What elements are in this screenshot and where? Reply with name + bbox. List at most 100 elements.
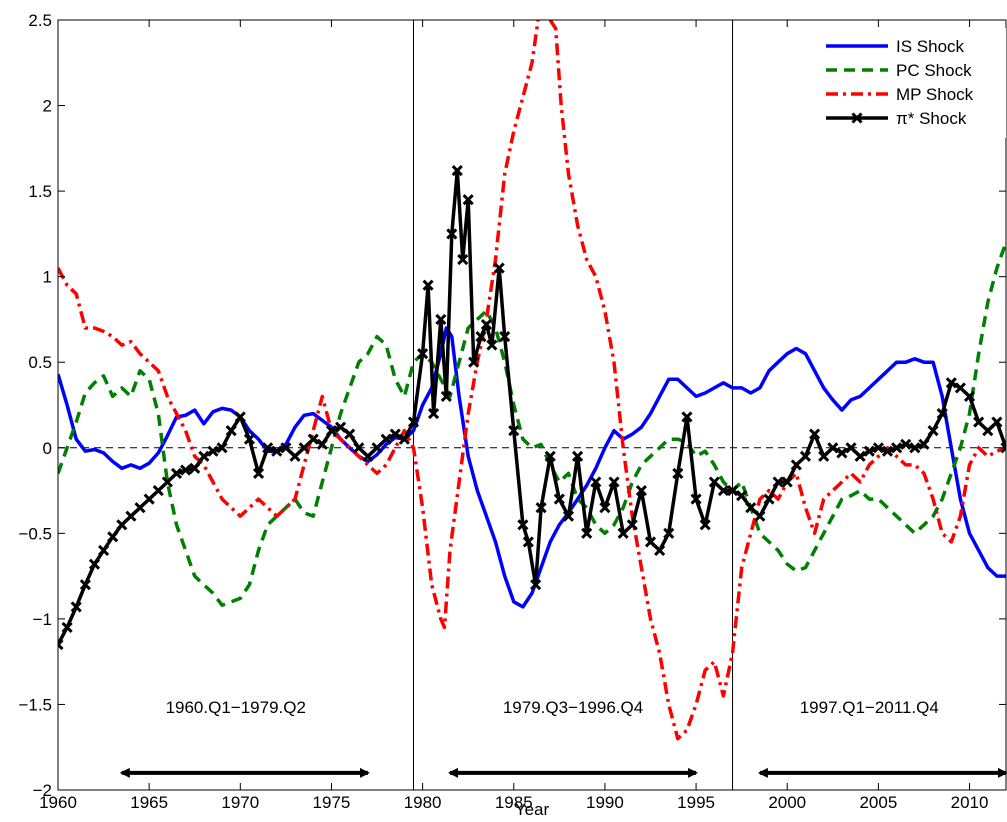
data-point-marker <box>522 536 534 548</box>
data-point-marker <box>699 519 711 531</box>
data-point-marker <box>763 493 775 505</box>
legend-label: π* Shock <box>896 109 967 128</box>
x-tick-label: 1965 <box>130 793 168 812</box>
period-label: 1979.Q3−1996.Q4 <box>503 698 643 717</box>
period-label: 1997.Q1−2011.Q4 <box>800 698 939 717</box>
y-tick-label: 2 <box>43 97 52 116</box>
data-point-marker <box>407 416 420 428</box>
data-point-marker <box>234 411 246 423</box>
data-point-marker <box>635 484 647 497</box>
data-point-marker <box>353 442 365 454</box>
data-point-marker <box>316 438 328 450</box>
data-point-marker <box>161 476 173 488</box>
legend-label: IS Shock <box>896 37 965 56</box>
data-point-marker <box>909 442 921 454</box>
data-point-marker <box>468 356 480 368</box>
data-point-marker <box>863 445 875 457</box>
data-point-marker <box>827 442 839 454</box>
data-point-marker <box>280 442 292 454</box>
x-tick-label: 2010 <box>951 793 989 812</box>
data-point-marker <box>872 442 884 454</box>
data-point-marker <box>745 502 757 514</box>
y-tick-label: −0.5 <box>18 524 52 543</box>
data-point-marker <box>88 558 101 570</box>
y-tick-label: 2.5 <box>28 11 52 30</box>
data-point-marker <box>854 450 866 462</box>
data-point-marker <box>963 390 976 403</box>
period-annotations: 1960.Q1−1979.Q2 1979.Q3−1996.Q4 1997.Q1−20… <box>119 698 1007 778</box>
data-point-marker <box>891 442 903 454</box>
x-tick-label: 1990 <box>586 793 624 812</box>
data-point-marker <box>440 390 452 403</box>
x-tick-label: 1985 <box>495 793 533 812</box>
data-point-marker <box>918 438 930 450</box>
data-point-marker <box>398 433 410 445</box>
data-point-marker <box>654 544 666 557</box>
data-point-marker <box>422 279 434 291</box>
data-point-marker <box>475 330 487 343</box>
data-point-marker <box>581 527 593 539</box>
data-point-marker <box>435 313 447 326</box>
y-tick-label: 0 <box>43 439 52 458</box>
y-axis: −2 −1.5 −1 −0.5 0 0.5 1 1.5 2 2.5 <box>18 11 1006 800</box>
data-point-marker <box>344 428 356 440</box>
x-axis-label: Year <box>515 800 550 819</box>
data-point-marker <box>289 450 301 462</box>
data-point-marker <box>790 459 802 471</box>
y-tick-label: 0.5 <box>28 353 52 372</box>
data-point-marker <box>945 377 957 389</box>
data-point-marker <box>61 621 73 634</box>
data-point-marker <box>991 416 1003 428</box>
y-tick-label: −1 <box>33 610 52 629</box>
x-tick-label: 1975 <box>313 793 351 812</box>
legend-label: MP Shock <box>896 85 974 104</box>
data-point-marker <box>252 467 265 480</box>
data-point-marker <box>362 450 374 462</box>
data-point-marker <box>417 348 429 360</box>
data-point-marker <box>553 493 565 505</box>
data-point-marker <box>936 407 948 420</box>
data-point-marker <box>726 484 739 497</box>
data-point-marker <box>216 442 228 454</box>
data-point-marker <box>690 493 702 505</box>
data-point-marker <box>672 467 684 480</box>
data-point-marker <box>572 450 584 462</box>
data-point-marker <box>973 416 985 428</box>
y-tick-label: 1.5 <box>28 182 52 201</box>
data-point-marker <box>143 493 155 505</box>
data-point-marker <box>58 638 64 651</box>
data-point-marker <box>389 428 401 440</box>
data-point-marker <box>446 228 458 240</box>
data-point-marker <box>462 194 474 206</box>
data-point-marker <box>809 428 821 440</box>
x-tick-label: 1995 <box>677 793 715 812</box>
data-point-marker <box>644 536 657 548</box>
series-line-2 <box>58 20 1006 741</box>
data-point-marker <box>189 462 201 474</box>
data-point-marker <box>954 382 966 394</box>
data-point-marker <box>451 165 463 177</box>
data-point-marker <box>486 339 498 351</box>
period-divider-lines <box>413 20 734 790</box>
data-point-marker <box>517 519 529 531</box>
x-tick-label: 2005 <box>859 793 897 812</box>
data-point-marker <box>663 527 675 539</box>
data-point-marker <box>307 433 319 445</box>
data-point-marker <box>982 425 994 437</box>
data-point-marker <box>608 476 620 488</box>
data-point-marker <box>198 450 210 462</box>
data-point-marker <box>754 510 766 522</box>
data-point-marker <box>1000 442 1006 454</box>
data-point-marker <box>845 442 857 454</box>
data-point-marker <box>427 407 440 420</box>
data-point-marker <box>799 450 812 462</box>
data-point-marker <box>544 450 556 462</box>
data-point-marker <box>535 502 547 514</box>
legend: IS Shock PC Shock MP Shock π* Shock <box>818 28 1006 138</box>
data-point-marker <box>98 544 110 557</box>
data-point-marker <box>493 262 505 274</box>
y-tick-label: −2 <box>33 781 52 800</box>
data-point-marker <box>590 476 602 488</box>
legend-marker <box>851 112 863 124</box>
